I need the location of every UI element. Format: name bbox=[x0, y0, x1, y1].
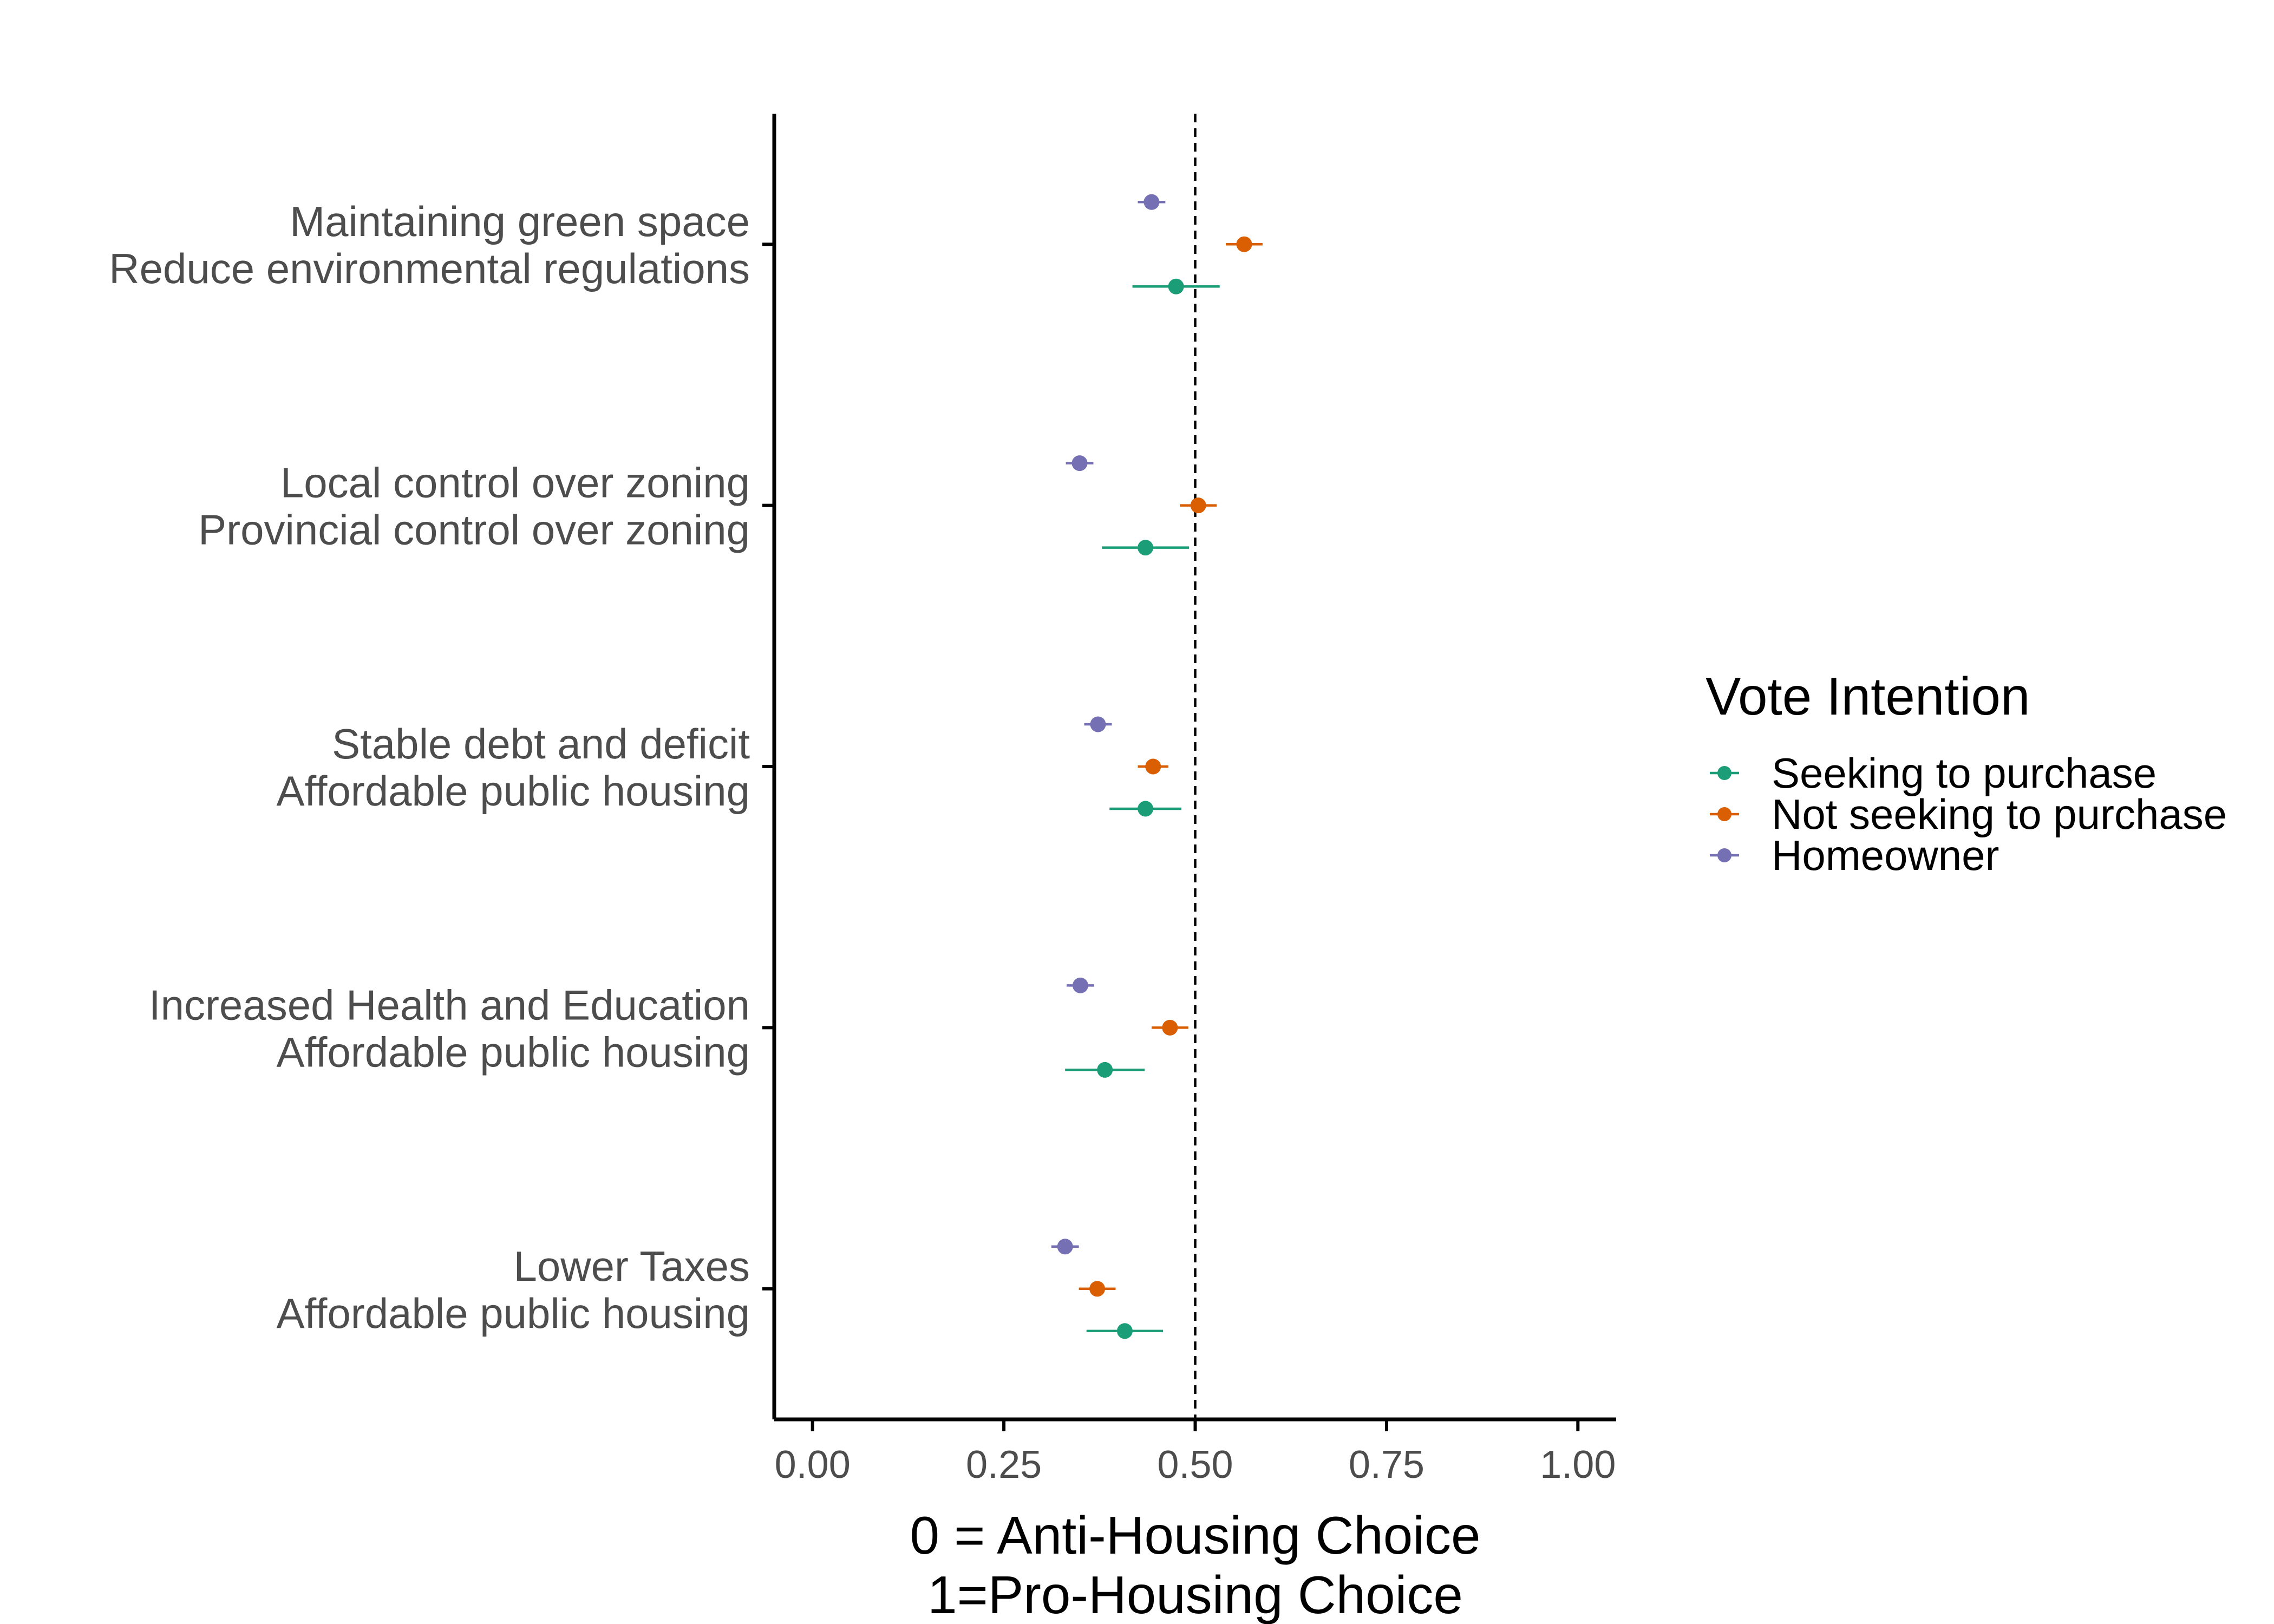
data-point bbox=[1145, 758, 1161, 775]
legend-title: Vote Intention bbox=[1706, 666, 2030, 726]
data-point bbox=[1057, 1239, 1073, 1255]
data-point bbox=[1116, 1323, 1133, 1339]
data-point bbox=[1090, 716, 1106, 732]
data-point bbox=[1162, 1019, 1178, 1036]
legend-key-dot bbox=[1717, 766, 1731, 780]
legend-label: Homeowner bbox=[1772, 831, 1999, 879]
data-point bbox=[1071, 455, 1088, 472]
legend-label: Seeking to purchase bbox=[1772, 749, 2157, 797]
category-label: Provincial control over zoning bbox=[198, 506, 750, 554]
category-label: Affordable public housing bbox=[276, 767, 750, 815]
category-label: Increased Health and Education bbox=[149, 981, 750, 1029]
data-point bbox=[1097, 1062, 1113, 1078]
x-tick-label: 0.00 bbox=[775, 1443, 851, 1487]
x-axis-title: 0 = Anti-Housing Choice bbox=[910, 1505, 1480, 1565]
category-label: Affordable public housing bbox=[276, 1028, 750, 1076]
data-point bbox=[1138, 801, 1154, 817]
category-label: Reduce environmental regulations bbox=[109, 245, 750, 292]
data-point bbox=[1072, 977, 1088, 993]
x-tick-label: 0.50 bbox=[1157, 1443, 1233, 1487]
x-tick-label: 1.00 bbox=[1540, 1443, 1616, 1487]
category-label: Maintaining green space bbox=[290, 198, 750, 245]
data-point bbox=[1236, 236, 1252, 252]
legend-key-dot bbox=[1717, 807, 1731, 821]
category-label: Affordable public housing bbox=[276, 1289, 750, 1337]
data-point bbox=[1089, 1281, 1106, 1297]
data-point bbox=[1138, 540, 1154, 556]
category-label: Local control over zoning bbox=[280, 459, 750, 507]
data-point bbox=[1190, 497, 1206, 514]
category-label: Stable debt and deficit bbox=[332, 720, 750, 768]
data-point bbox=[1143, 194, 1160, 210]
category-label: Lower Taxes bbox=[514, 1242, 750, 1290]
data-point bbox=[1168, 278, 1184, 294]
legend-label: Not seeking to purchase bbox=[1772, 790, 2227, 838]
x-tick-label: 0.75 bbox=[1349, 1443, 1424, 1487]
x-tick-label: 0.25 bbox=[966, 1443, 1042, 1487]
legend-key-dot bbox=[1717, 848, 1731, 862]
x-axis-title: 1=Pro-Housing Choice bbox=[927, 1565, 1463, 1624]
